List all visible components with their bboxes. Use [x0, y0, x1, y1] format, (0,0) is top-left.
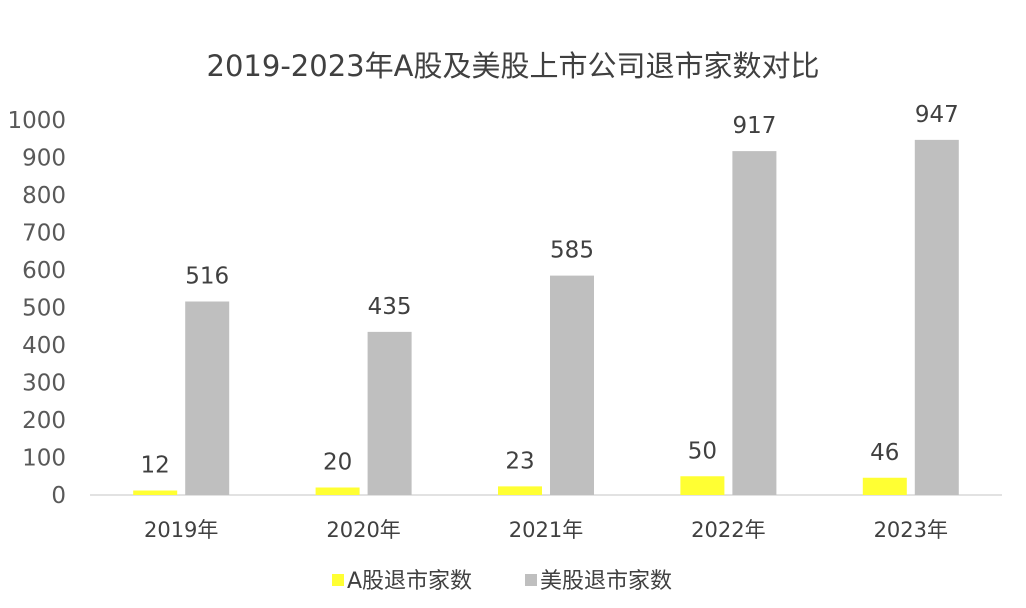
legend-label: 美股退市家数	[540, 569, 672, 594]
x-axis: 2019年 2020年 2021年 2022年 2023年	[90, 494, 1002, 542]
y-tick-label: 600	[22, 258, 66, 284]
y-axis: 0 100 200 300 400 500 600 700 800 900 1000	[7, 108, 66, 509]
bar	[185, 301, 230, 495]
value-labels: 12 20 23 50 46 516 435 585 917 947	[141, 102, 959, 479]
y-tick-label: 0	[51, 483, 66, 509]
y-tick-label: 100	[22, 446, 66, 472]
x-tick-label: 2019年	[144, 518, 218, 542]
data-label: 947	[915, 102, 959, 128]
y-tick-label: 1000	[7, 108, 66, 134]
bar	[914, 139, 959, 495]
y-tick-label: 400	[22, 333, 66, 359]
bar	[498, 486, 542, 495]
bar	[680, 476, 725, 495]
data-label: 23	[505, 448, 534, 474]
data-label: 917	[732, 113, 776, 139]
data-label: 12	[141, 453, 170, 479]
y-tick-label: 200	[22, 408, 66, 434]
x-tick-label: 2023年	[874, 518, 948, 542]
data-label: 516	[185, 264, 229, 290]
bar	[732, 151, 777, 495]
y-tick-label: 900	[22, 146, 66, 172]
bars	[133, 139, 959, 495]
legend: A股退市家数 美股退市家数	[332, 569, 672, 594]
x-tick-label: 2022年	[691, 518, 765, 542]
bar	[315, 487, 360, 495]
legend-swatch	[525, 574, 537, 586]
y-tick-label: 700	[22, 221, 66, 247]
data-label: 435	[368, 294, 412, 320]
legend-label: A股退市家数	[347, 569, 472, 594]
y-tick-label: 300	[22, 371, 66, 397]
y-tick-label: 500	[22, 296, 66, 322]
legend-swatch	[332, 574, 344, 586]
y-tick-label: 800	[22, 183, 66, 209]
bar	[862, 477, 907, 495]
data-label: 46	[870, 440, 899, 466]
x-tick-label: 2021年	[509, 518, 583, 542]
bar	[133, 490, 178, 495]
x-tick-label: 2020年	[326, 518, 400, 542]
data-label: 50	[688, 438, 717, 464]
bar	[550, 275, 594, 495]
data-label: 20	[323, 450, 352, 476]
bar	[367, 331, 412, 495]
chart-title: 2019-2023年A股及美股上市公司退市家数对比	[207, 49, 820, 83]
data-label: 585	[550, 238, 594, 264]
